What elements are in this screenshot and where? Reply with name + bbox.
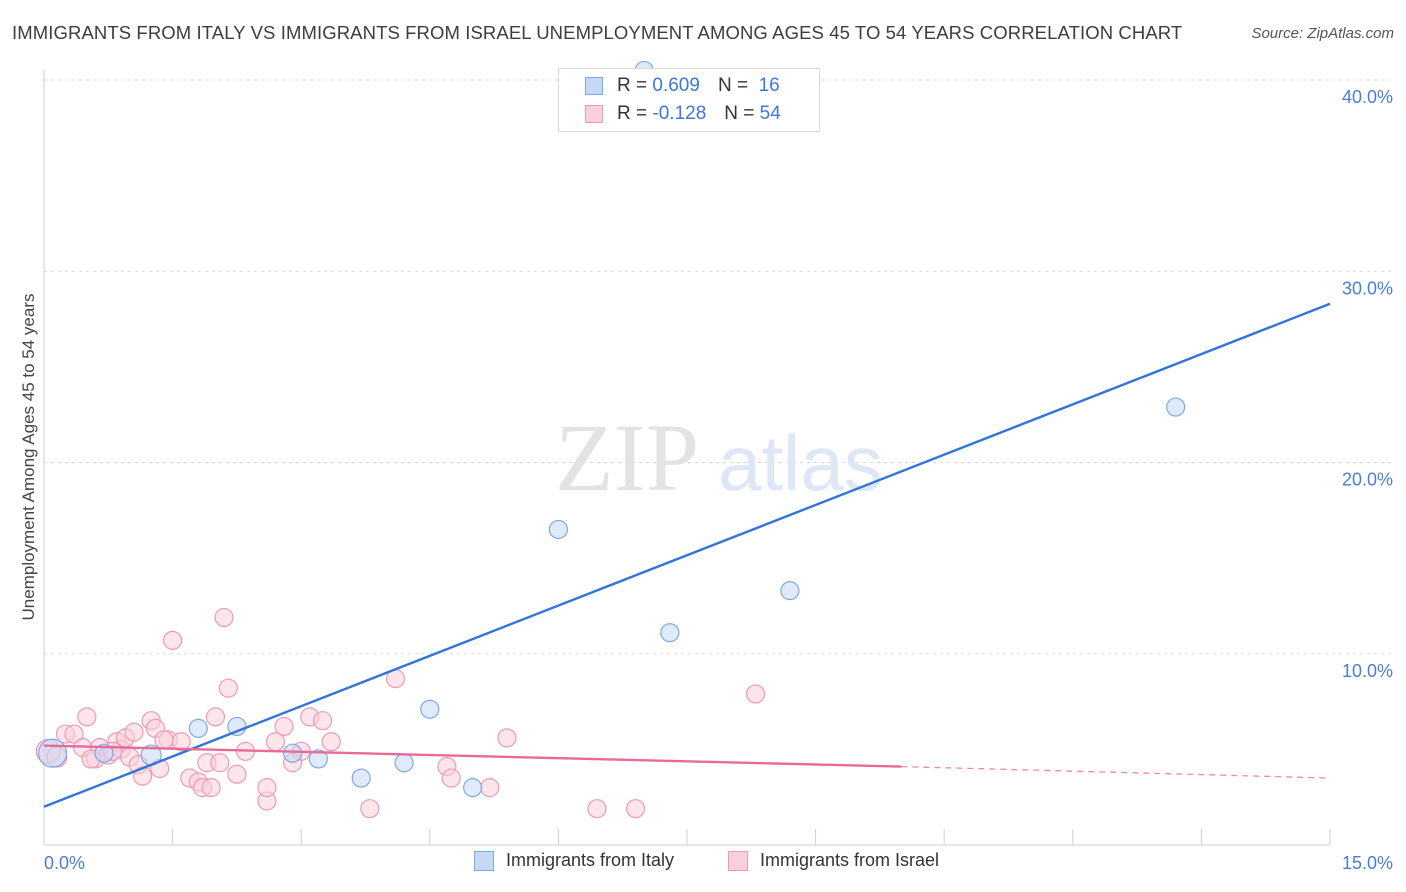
israel-point [214,607,234,628]
y-axis-label: Unemployment Among Ages 45 to 54 years [19,294,38,621]
italy-point [188,718,208,738]
israel-trend-line [43,744,902,768]
israel-n-value: 54 [759,103,781,124]
israel-point [154,730,174,750]
italy-swatch [585,77,603,95]
legend-row-italy: R = 0.609 N = 16 [585,73,780,99]
israel-point [587,799,607,819]
y-tick-label: 10.0% [1342,661,1393,681]
y-tick-label: 40.0% [1342,87,1393,107]
watermark-atlas: atlas [718,419,883,507]
israel-points [35,607,766,819]
israel-trend-extension [901,765,1331,779]
israel-point [313,711,333,731]
italy-point [37,738,68,768]
israel-r-value: -0.128 [652,103,707,124]
israel-point [745,684,766,704]
israel-point [227,764,247,784]
italy-point [780,581,800,601]
italy-r-value: 0.609 [652,75,700,96]
grid-layer [44,79,1394,655]
italy-point [283,743,303,763]
trend-layer [43,302,1331,808]
israel-point [210,753,230,773]
legend-row-israel: R = -0.128 N = 54 [585,101,781,127]
italy-r-label: R = [617,75,648,96]
israel-point [321,732,341,752]
israel-point [274,716,294,737]
israel-point [257,778,277,798]
italy-point [420,699,440,719]
israel-point [497,728,517,748]
israel-legend-label: Immigrants from Israel [760,850,940,870]
axis-layer: 10.0% 20.0% 30.0% 40.0% 0.0% 15.0% [43,70,1393,873]
stats-legend: R = 0.609 N = 16 R = -0.128 N = 54 [558,68,820,132]
x-tick-label: 0.0% [44,853,85,873]
israel-swatch [585,105,603,123]
italy-point [351,768,371,788]
italy-legend-swatch [474,850,494,871]
y-tick-label: 20.0% [1342,470,1393,490]
legend-item-israel[interactable]: Immigrants from Israel [728,850,939,871]
israel-point [441,768,461,788]
israel-legend-swatch [728,850,748,871]
israel-point [77,707,97,727]
israel-point [201,778,221,798]
israel-point [64,724,84,744]
italy-n-label: N = [717,75,749,96]
israel-point [124,722,144,742]
israel-point [360,799,380,819]
x-tick-label: 15.0% [1342,853,1393,873]
y-tick-label: 30.0% [1342,278,1393,298]
legend-item-italy[interactable]: Immigrants from Italy [474,850,674,871]
italy-legend-label: Immigrants from Italy [506,850,675,870]
israel-point [625,799,646,819]
israel-n-label: N = [724,103,755,124]
italy-trend-line [43,302,1331,808]
italy-point [463,778,483,798]
italy-point [394,753,414,773]
italy-point [308,749,328,769]
italy-point [1166,397,1186,417]
israel-r-label: R = [617,103,648,124]
israel-point [205,707,226,727]
italy-point [94,743,114,763]
italy-point [548,519,569,540]
source-label: Source: ZipAtlas.com [1251,25,1394,42]
italy-point [227,716,247,737]
israel-point [480,778,500,798]
israel-point [163,630,183,650]
chart-title: IMMIGRANTS FROM ITALY VS IMMIGRANTS FROM… [12,22,1183,43]
israel-point [218,678,238,698]
italy-point [660,623,680,643]
italy-n-value: 16 [758,75,780,96]
watermark-zip: ZIP [555,404,699,511]
watermark: ZIP atlas [555,404,883,511]
